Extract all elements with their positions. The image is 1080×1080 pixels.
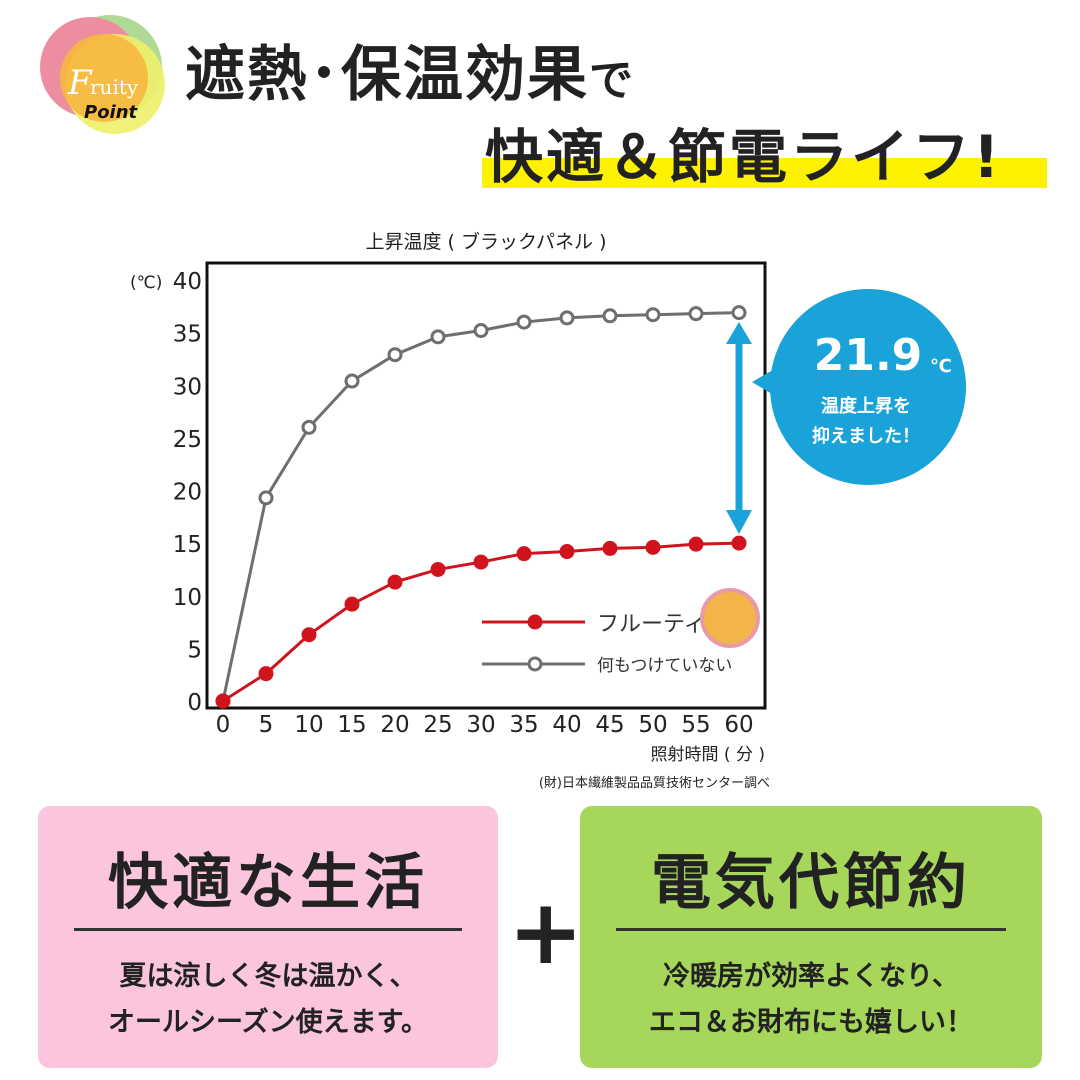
data-point [688,536,704,552]
data-point [645,539,661,555]
plot-frame [205,261,767,710]
callout-line2: 抑えました！ [812,426,920,447]
card-savings: 電気代節約 冷暖房が効率よくなり、 エコ＆お財布にも嬉しい！ [580,806,1042,1068]
y-tick-label: 20 [173,480,202,506]
svg-text:ruity: ruity [90,75,139,99]
x-tick-label: 15 [337,712,366,738]
y-tick-label: 0 [187,690,202,716]
card-line: エコ＆お財布にも嬉しい！ [649,1007,973,1038]
arrow-head-down [726,510,752,534]
legend-label: フルーティ [597,612,706,637]
divider [616,928,1006,931]
data-point [473,554,489,570]
data-point [731,305,747,321]
headline-main: 遮熱･保温効果 [185,40,589,110]
card-title: 快適な生活 [108,848,428,918]
data-point [430,329,446,345]
svg-text:Point: Point [84,102,139,123]
y-tick-label: 5 [187,637,202,663]
y-tick-label: 35 [173,322,202,348]
data-point [473,323,489,339]
x-tick-label: 20 [380,712,409,738]
difference-value: 21.9 [814,330,923,381]
data-point [602,308,618,324]
source-note: (財)日本繊維製品品質技術センター調べ [539,775,770,791]
x-tick-label: 60 [724,712,753,738]
chart-title: 上昇温度 ( ブラックパネル ) [366,230,607,253]
x-tick-label: 50 [638,712,667,738]
card-comfort: 快適な生活 夏は涼しく冬は温かく、 オールシーズン使えます。 [38,806,498,1068]
headline-line2: 快適＆節電ライフ! [485,123,1003,191]
legend-label: 何もつけていない [597,656,732,676]
headline-line1: 遮熱･保温効果で [185,26,635,113]
data-point [731,535,747,551]
x-tick-label: 25 [423,712,452,738]
data-point [258,490,274,506]
y-tick-label: 15 [173,532,202,558]
arrow-head-up [726,322,752,344]
callout-line1: 温度上昇を [821,395,911,417]
legend-marker [527,614,543,630]
data-point [301,419,317,435]
data-point [516,314,532,330]
card-line: オールシーズン使えます。 [108,1007,428,1038]
yellow-highlight [482,158,1047,188]
x-axis-label: 照射時間 ( 分 ) [651,745,765,765]
y-axis-label: (℃) [130,273,162,293]
card-description: 夏は涼しく冬は温かく、 オールシーズン使えます。 [38,954,498,1046]
x-tick-label: 10 [294,712,323,738]
data-point [516,546,532,562]
data-point [387,574,403,590]
data-point [430,561,446,577]
data-point [688,306,704,322]
y-tick-label: 40 [173,269,202,295]
data-point [387,347,403,363]
x-tick-label: 40 [552,712,581,738]
x-tick-label: 35 [509,712,538,738]
fruity-legend-logo [700,588,760,648]
fruity-point-logo: F ruity Point [40,15,165,134]
data-point [344,596,360,612]
callout-bubble [770,289,966,485]
y-tick-label: 25 [173,427,202,453]
data-point [559,310,575,326]
card-line: 夏は涼しく冬は温かく、 [119,961,417,992]
data-point [301,627,317,643]
y-tick-label: 10 [173,585,202,611]
card-line: 冷暖房が効率よくなり、 [663,961,959,992]
x-tick-label: 45 [595,712,624,738]
x-tick-label: 55 [681,712,710,738]
data-point [645,307,661,323]
card-description: 冷暖房が効率よくなり、 エコ＆お財布にも嬉しい！ [580,954,1042,1046]
data-point [344,373,360,389]
x-tick-label: 30 [466,712,495,738]
headline-suffix: で [589,55,635,106]
difference-unit: ℃ [930,356,952,377]
plus-sign: + [508,880,584,985]
card-title: 電気代節約 [651,848,971,918]
temperature-chart: 上昇温度 ( ブラックパネル ) (℃) 0 5 10 15 20 25 30 35 40 0 5 10 1… [130,230,966,791]
legend-marker [527,656,543,672]
data-point [258,666,274,682]
y-tick-label: 30 [173,374,202,400]
svg-text:F: F [67,63,93,103]
data-point [215,693,231,709]
data-point [559,544,575,560]
x-tick-label: 5 [259,712,274,738]
divider [74,928,462,931]
data-point [602,540,618,556]
x-tick-label: 0 [216,712,231,738]
